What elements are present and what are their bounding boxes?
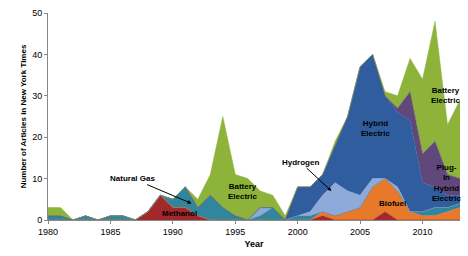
svg-text:30: 30 — [32, 91, 42, 101]
svg-text:20: 20 — [32, 132, 42, 142]
svg-text:2005: 2005 — [350, 227, 370, 237]
svg-text:50: 50 — [32, 8, 42, 18]
svg-text:BatteryElectric: BatteryElectric — [431, 86, 460, 105]
svg-text:2000: 2000 — [288, 227, 308, 237]
svg-text:Natural Gas: Natural Gas — [110, 174, 155, 183]
svg-text:Methanol: Methanol — [162, 209, 197, 218]
svg-text:Year: Year — [244, 239, 264, 249]
svg-text:40: 40 — [32, 50, 42, 60]
svg-text:BatteryElectric: BatteryElectric — [228, 182, 257, 201]
svg-text:1985: 1985 — [100, 227, 120, 237]
svg-text:10: 10 — [32, 174, 42, 184]
svg-text:2010: 2010 — [413, 227, 433, 237]
svg-text:1980: 1980 — [38, 227, 58, 237]
svg-text:0: 0 — [37, 215, 42, 225]
svg-text:Number of Articles in New York: Number of Articles in New York Times — [19, 44, 28, 188]
svg-text:Plug-InHybridElectric: Plug-InHybridElectric — [432, 163, 461, 203]
svg-text:Biofuel: Biofuel — [379, 199, 406, 208]
svg-text:1995: 1995 — [225, 227, 245, 237]
svg-text:1990: 1990 — [163, 227, 183, 237]
svg-text:Hydrogen: Hydrogen — [282, 158, 319, 167]
svg-text:HybridElectric: HybridElectric — [361, 119, 390, 138]
